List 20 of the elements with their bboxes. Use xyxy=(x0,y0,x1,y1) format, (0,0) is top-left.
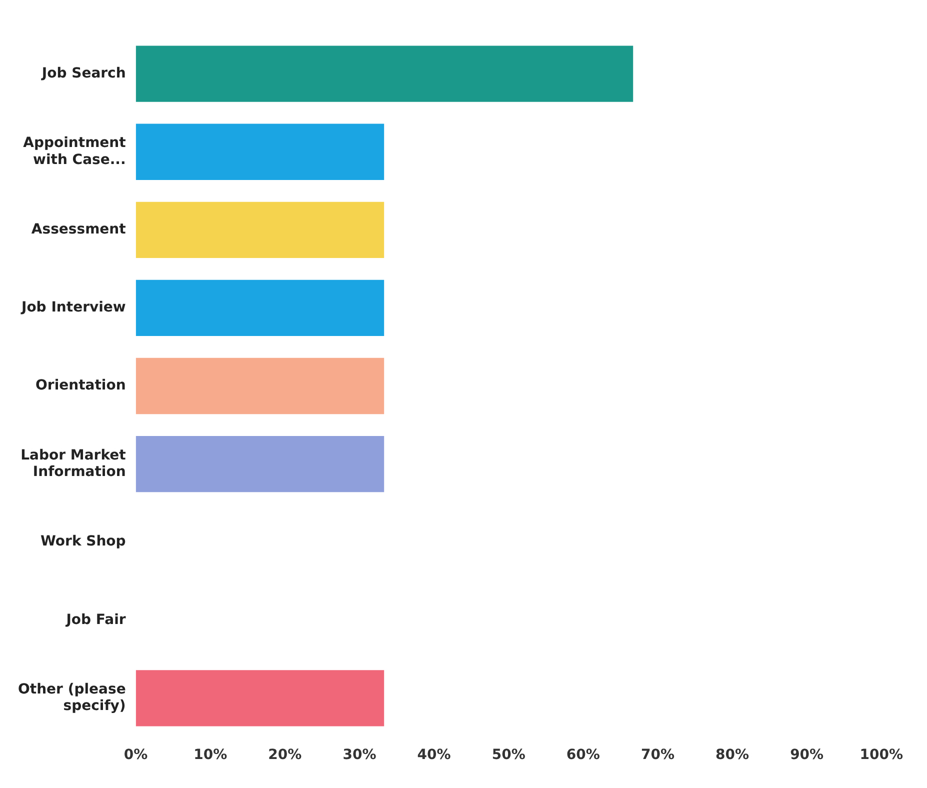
x-tick-label: 100% xyxy=(860,747,904,764)
y-tick-label: Job Fair xyxy=(65,612,126,628)
y-tick-label: Other (please specify) xyxy=(18,681,126,714)
y-tick-label: Job Interview xyxy=(20,300,126,316)
x-tick-label: 40% xyxy=(417,747,451,764)
x-tick-label: 20% xyxy=(268,747,302,764)
x-tick-label: 30% xyxy=(342,747,376,764)
x-tick-label: 60% xyxy=(566,747,600,764)
y-tick-label: Work Shop xyxy=(40,534,126,550)
y-tick-label: Job Search xyxy=(40,65,126,82)
x-tick-label: 90% xyxy=(790,747,824,764)
y-tick-label: Labor Market Information xyxy=(20,447,126,480)
x-tick-label: 70% xyxy=(640,747,674,764)
y-tick-label: Orientation xyxy=(36,378,126,394)
x-tick-label: 10% xyxy=(194,747,228,764)
x-tick-label: 50% xyxy=(492,747,526,764)
y-tick-label: Appointment with Case... xyxy=(23,135,126,168)
x-tick-label: 0% xyxy=(124,747,148,764)
x-tick-label: 80% xyxy=(716,747,750,764)
y-tick-label: Assessment xyxy=(31,222,126,238)
